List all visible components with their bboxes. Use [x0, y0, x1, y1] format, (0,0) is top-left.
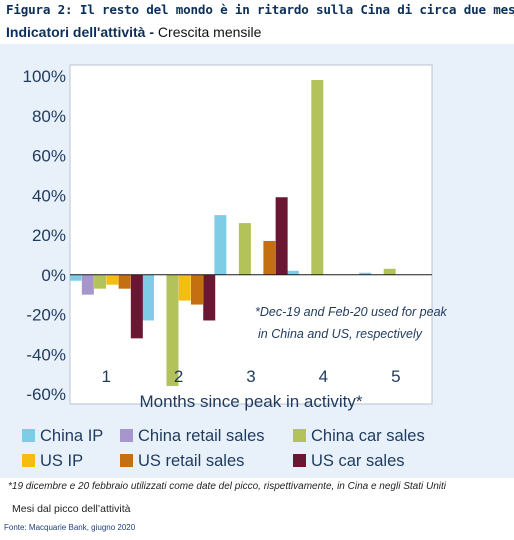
- bar: [383, 268, 396, 275]
- bar: [106, 274, 119, 285]
- legend-label: China retail sales: [138, 427, 265, 445]
- legend-label: China IP: [40, 427, 103, 445]
- y-tick-label: -40%: [26, 345, 66, 364]
- source-note: Fonte: Macquarie Bank, giugno 2020: [4, 523, 136, 532]
- bar: [94, 274, 107, 289]
- bar: [69, 274, 82, 281]
- legend-swatch: [22, 429, 35, 442]
- x-tick-label: 3: [246, 367, 255, 386]
- legend-label: US retail sales: [138, 452, 244, 470]
- x-tick-label: 4: [319, 367, 328, 386]
- bar: [130, 274, 143, 339]
- bar: [311, 79, 324, 275]
- legend-swatch: [120, 454, 133, 467]
- bar: [286, 270, 299, 275]
- bar: [141, 274, 154, 321]
- y-tick-label: 20%: [32, 226, 66, 245]
- y-tick-label: 40%: [32, 186, 66, 205]
- bar: [190, 274, 203, 305]
- legend-swatch: [120, 429, 133, 442]
- footnote: *19 dicembre e 20 febbraio utilizzati co…: [8, 481, 447, 492]
- subtitle-bold: Indicatori dell'attività -: [6, 24, 155, 40]
- bar-chart: -60% -40% -20% 0% 20% 40% 60% 80% 100% 1 2 3 4 5 *De…: [0, 44, 514, 478]
- bar: [118, 274, 131, 289]
- y-tick-label: -60%: [26, 385, 66, 404]
- x-tick-label: 5: [391, 367, 400, 386]
- legend-swatch: [22, 454, 35, 467]
- y-axis: -60% -40% -20% 0% 20% 40% 60% 80% 100%: [23, 67, 66, 404]
- bar: [359, 272, 372, 275]
- bar: [166, 274, 179, 387]
- legend-swatch: [293, 429, 306, 442]
- chart-annotation-line1: *Dec-19 and Feb-20 used for peak: [255, 305, 448, 319]
- legend: China IP China retail sales China car sale…: [22, 427, 425, 470]
- italian-axis-label: Mesi dal picco dell’attività: [12, 503, 131, 515]
- y-tick-label: 60%: [32, 147, 66, 166]
- bar: [214, 215, 227, 275]
- legend-swatch: [293, 454, 306, 467]
- bar: [81, 274, 94, 295]
- x-axis-title: Months since peak in activity*: [140, 392, 363, 411]
- x-tick-label: 1: [101, 367, 110, 386]
- legend-label: US car sales: [311, 452, 405, 470]
- plot-frame: [69, 64, 433, 405]
- x-axis: 1 2 3 4 5: [101, 367, 400, 386]
- y-tick-label: 100%: [23, 67, 66, 86]
- figure-subtitle: Indicatori dell'attività - Crescita mens…: [6, 24, 261, 40]
- figure-title: Figura 2: Il resto del mondo è in ritard…: [6, 2, 514, 17]
- bar: [275, 197, 288, 275]
- bar: [203, 274, 216, 321]
- subtitle-text: Crescita mensile: [157, 24, 262, 40]
- y-tick-label: 0%: [41, 266, 66, 285]
- legend-label: China car sales: [311, 427, 425, 445]
- y-tick-label: 80%: [32, 107, 66, 126]
- bar: [263, 240, 276, 275]
- legend-label: US IP: [40, 452, 83, 470]
- y-tick-label: -20%: [26, 306, 66, 325]
- chart-annotation-line2: in China and US, respectively: [258, 327, 423, 341]
- x-tick-label: 2: [174, 367, 183, 386]
- bars: [69, 79, 396, 387]
- bar: [238, 223, 251, 275]
- bar: [178, 274, 191, 301]
